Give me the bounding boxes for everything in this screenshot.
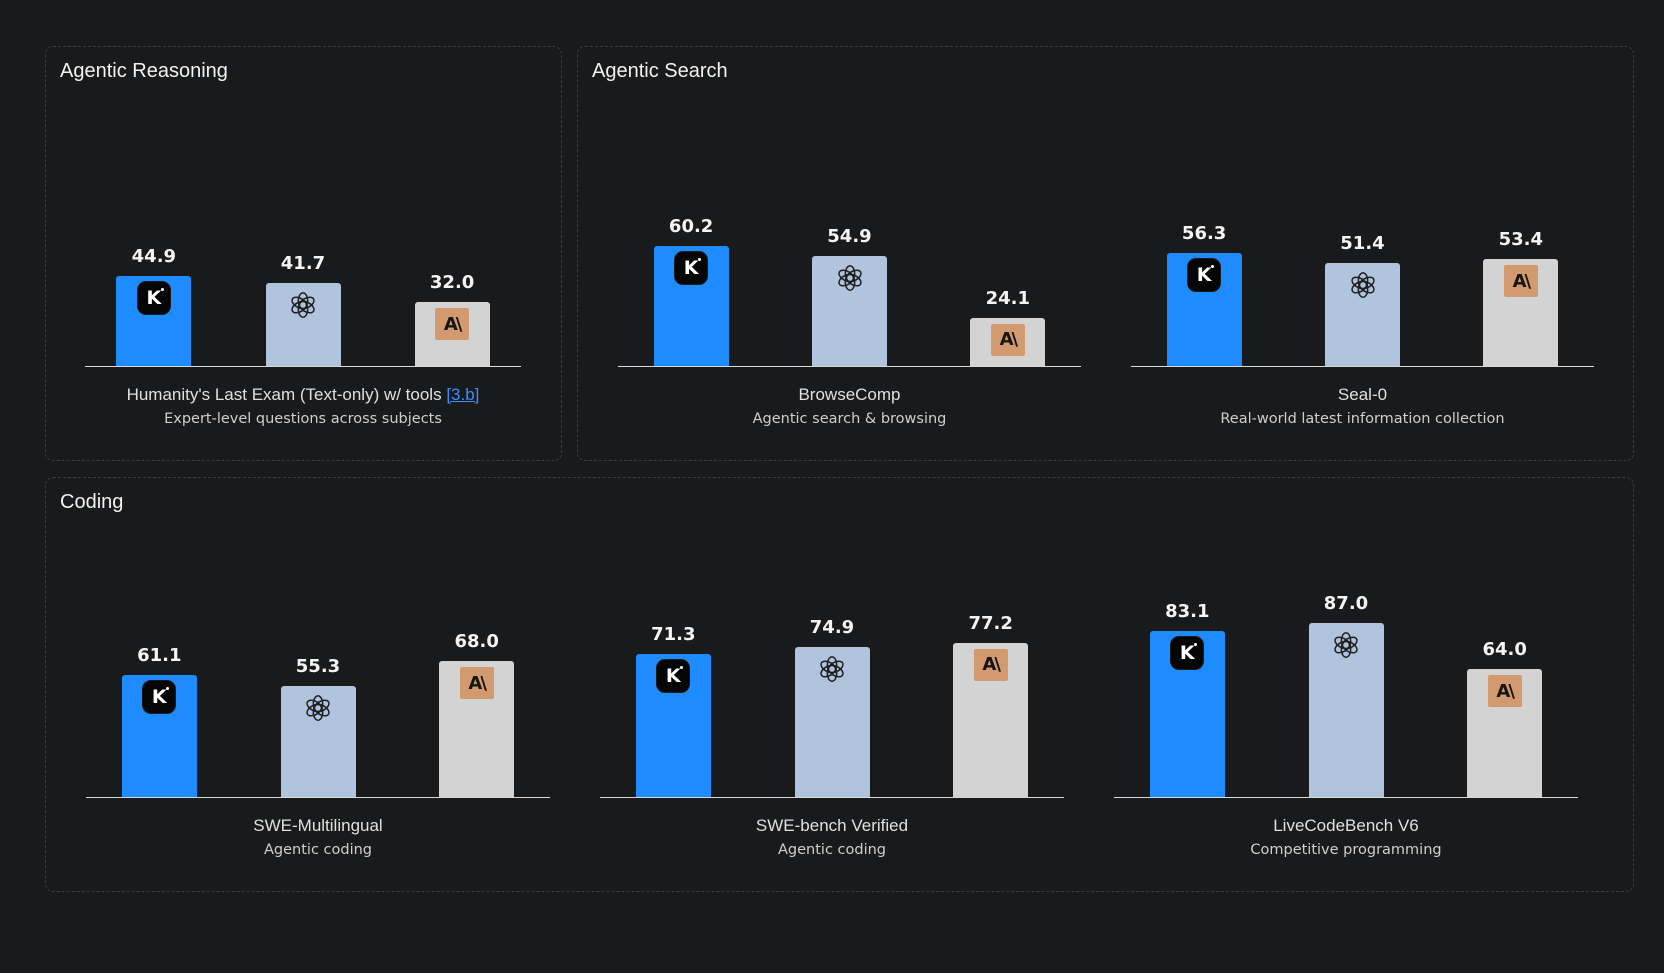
anthropic-icon: A\ [973, 648, 1008, 681]
reference-link[interactable]: [3.b] [446, 385, 480, 404]
section-title: Agentic Reasoning [60, 60, 228, 82]
bar-openai [1308, 623, 1384, 797]
bar-value-label: 71.3 [651, 624, 696, 646]
bar-openai [265, 282, 341, 366]
openai-icon [834, 262, 866, 294]
bar-kimi-k: K [635, 654, 711, 797]
kimi-k-icon: K [1171, 636, 1204, 669]
bar-anthropic: A\ [1467, 669, 1543, 797]
panel-agentic-search: Agentic Search [577, 46, 1634, 461]
bar-value-label: 51.4 [1340, 233, 1385, 255]
openai-icon [816, 653, 848, 685]
chart-swe-multilingual: K 61.1 55.3 A\ 68.0 [86, 531, 550, 798]
bench-subtitle: Competitive programming [1250, 842, 1442, 858]
chart-swe-bench-verified: K 71.3 74.9 A\ 77.2 [600, 531, 1064, 798]
bar-kimi-k: K [116, 276, 192, 366]
bench-title: SWE-bench Verified [755, 816, 909, 835]
bench-subtitle: Expert-level questions across subjects [164, 411, 442, 427]
bar-value-label: 54.9 [827, 226, 872, 248]
bar-anthropic: A\ [414, 302, 490, 366]
anthropic-icon: A\ [435, 308, 470, 340]
openai-icon [1330, 629, 1362, 661]
chart-seal-0: K 56.3 51.4 A\ 53.4 [1131, 100, 1594, 367]
kimi-k-icon: K [657, 660, 690, 693]
chart-baseline [86, 797, 550, 798]
bench-subtitle: Agentic search & browsing [752, 411, 947, 427]
chart-baseline [600, 797, 1064, 798]
bar-kimi-k: K [653, 245, 729, 366]
panel-coding: Coding [45, 477, 1634, 892]
anthropic-icon: A\ [459, 667, 494, 699]
bench-title: SWE-Multilingual [253, 816, 383, 835]
bench-title: Humanity's Last Exam (Text-only) w/ tool… [126, 385, 442, 404]
bar-value-label: 24.1 [985, 287, 1031, 309]
anthropic-icon: A\ [1487, 675, 1522, 707]
bar-anthropic: A\ [1483, 259, 1559, 366]
bar-value-label: 56.3 [1181, 223, 1227, 245]
kimi-k-icon: K [143, 680, 176, 713]
bar-value-label: 44.9 [131, 246, 177, 268]
openai-icon [1347, 269, 1379, 301]
bench-title: BrowseComp [798, 385, 901, 404]
chart-browsecomp: K 60.2 54.9 A\ 24.1 [618, 100, 1081, 367]
bar-value-label: 53.4 [1498, 229, 1544, 251]
kimi-k-icon: K [1188, 259, 1221, 292]
anthropic-icon: A\ [1503, 265, 1538, 298]
bar-openai [812, 256, 887, 366]
bar-value-label: 87.0 [1323, 593, 1369, 614]
bar-anthropic: A\ [439, 661, 515, 797]
kimi-k-icon: K [675, 251, 708, 284]
bar-value-label: 41.7 [280, 252, 326, 274]
bar-value-label: 74.9 [809, 617, 855, 639]
chart-livecodebench-v6: K 83.1 87.0 A\ 64.0 [1114, 531, 1578, 798]
bench-title: Seal-0 [1337, 385, 1388, 404]
bar-value-label: 77.2 [968, 612, 1013, 634]
bar-value-label: 68.0 [454, 631, 499, 652]
chart-baseline [1131, 366, 1594, 367]
bar-openai [1325, 263, 1400, 366]
bar-kimi-k: K [1149, 630, 1225, 797]
chart-baseline [618, 366, 1081, 367]
bar-value-label: 64.0 [1482, 639, 1527, 660]
bar-kimi-k: K [1166, 253, 1242, 366]
bar-value-label: 83.1 [1165, 600, 1210, 622]
anthropic-icon: A\ [990, 323, 1025, 356]
bar-value-label: 61.1 [137, 644, 182, 666]
chart-baseline [85, 366, 521, 367]
bar-anthropic: A\ [970, 317, 1046, 366]
section-title: Agentic Search [592, 60, 728, 82]
bench-subtitle: Agentic coding [264, 842, 372, 858]
bar-kimi-k: K [121, 674, 197, 797]
bar-openai [280, 686, 356, 797]
bar-openai [794, 647, 870, 797]
chart-baseline [1114, 797, 1578, 798]
bar-anthropic: A\ [953, 642, 1029, 797]
bar-value-label: 60.2 [668, 215, 714, 237]
bench-name: Humanity's Last Exam (Text-only) w/ tool… [85, 385, 521, 405]
bench-subtitle: Real-world latest information collection [1220, 411, 1505, 427]
panel-agentic-reasoning: Agentic Reasoning [45, 46, 562, 461]
section-title: Coding [60, 491, 124, 513]
openai-icon [287, 289, 319, 321]
bench-title: LiveCodeBench V6 [1273, 816, 1419, 835]
chart-hle: K 44.9 41.7 A\ 32.0 [85, 100, 521, 367]
bench-subtitle: Agentic coding [778, 842, 886, 858]
bar-value-label: 55.3 [295, 656, 341, 678]
bar-value-label: 32.0 [429, 272, 475, 293]
kimi-k-icon: K [137, 282, 170, 315]
openai-icon [302, 692, 334, 724]
